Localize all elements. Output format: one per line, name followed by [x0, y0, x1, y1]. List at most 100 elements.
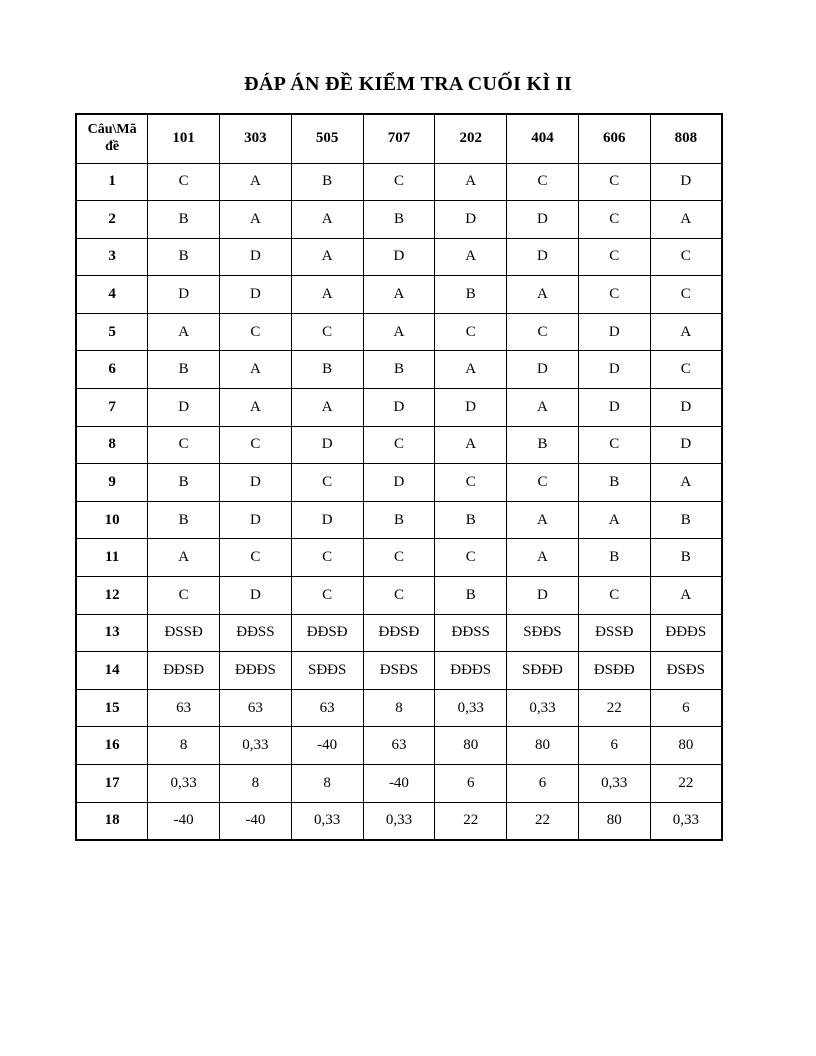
answer-cell: 80 [649, 726, 723, 765]
question-number: 9 [75, 463, 149, 502]
question-number: 1 [75, 162, 149, 202]
answer-cell: C [506, 312, 579, 352]
answer-cell: C [362, 162, 436, 202]
answer-cell: -40 [362, 764, 436, 803]
answer-cell: C [649, 237, 723, 277]
answer-cell: C [219, 312, 292, 352]
answer-cell: 22 [577, 688, 651, 728]
answer-cell: A [649, 463, 723, 502]
answer-cell: C [649, 350, 723, 390]
answer-cell: C [434, 463, 508, 502]
answer-cell: C [577, 275, 651, 314]
answer-cell: B [649, 538, 723, 578]
answer-cell: ĐĐSĐ [147, 651, 221, 690]
answer-cell: B [577, 463, 651, 502]
question-number: 13 [75, 613, 149, 653]
table-row: 14 ĐĐSĐ ĐĐĐS SĐĐS ĐSĐS ĐĐĐS SĐĐĐ ĐSĐĐ ĐSĐS [75, 651, 723, 690]
answer-cell: C [147, 576, 221, 615]
answer-cell: C [577, 425, 651, 465]
question-number: 14 [75, 651, 149, 690]
answer-cell: ĐSĐĐ [577, 651, 651, 690]
answer-cell: 8 [219, 764, 292, 803]
exam-code-header: 202 [434, 113, 508, 164]
question-number: 18 [75, 801, 149, 841]
table-row: 16 8 0,33 -40 63 80 80 6 80 [75, 726, 723, 765]
answer-cell: C [290, 576, 364, 615]
answer-cell: 22 [506, 801, 579, 841]
answer-cell: A [649, 312, 723, 352]
answer-cell: 6 [649, 688, 723, 728]
answer-cell: 63 [362, 726, 436, 765]
answer-cell: C [506, 463, 579, 502]
answer-cell: B [290, 162, 364, 202]
question-number: 2 [75, 200, 149, 239]
answer-cell: D [649, 388, 723, 427]
answer-cell: B [362, 200, 436, 239]
answer-cell: 80 [506, 726, 579, 765]
answer-cell: 0,33 [434, 688, 508, 728]
answer-cell: B [434, 500, 508, 540]
answer-cell: A [649, 576, 723, 615]
answer-cell: 0,33 [219, 726, 292, 765]
answer-cell: 63 [290, 688, 364, 728]
question-number: 4 [75, 275, 149, 314]
answer-cell: ĐĐSS [434, 613, 508, 653]
answer-cell: 6 [577, 726, 651, 765]
answer-cell: C [362, 576, 436, 615]
answer-cell: B [577, 538, 651, 578]
answer-cell: 0,33 [649, 801, 723, 841]
answer-cell: ĐĐSĐ [290, 613, 364, 653]
answer-cell: C [434, 538, 508, 578]
answer-cell: B [362, 500, 436, 540]
exam-code-header: 505 [290, 113, 364, 164]
answer-cell: B [434, 275, 508, 314]
answer-cell: 8 [147, 726, 221, 765]
answer-cell: D [290, 425, 364, 465]
answer-cell: A [506, 538, 579, 578]
answer-cell: 80 [434, 726, 508, 765]
answer-cell: 0,33 [577, 764, 651, 803]
answer-cell: C [577, 162, 651, 202]
table-row: 17 0,33 8 8 -40 6 6 0,33 22 [75, 764, 723, 803]
answer-cell: D [290, 500, 364, 540]
table-header: Câu\Mã đề 101 303 505 707 202 404 606 808 [75, 113, 723, 164]
answer-cell: B [147, 200, 221, 239]
answer-cell: C [219, 538, 292, 578]
answer-cell: D [219, 463, 292, 502]
table-row: 10 B D D B B A A B [75, 500, 723, 540]
answer-cell: C [147, 162, 221, 202]
answer-cell: A [147, 312, 221, 352]
answer-cell: 0,33 [290, 801, 364, 841]
answer-cell: 8 [290, 764, 364, 803]
answer-cell: D [219, 237, 292, 277]
answer-cell: B [434, 576, 508, 615]
answer-cell: ĐSĐS [649, 651, 723, 690]
answer-cell: C [434, 312, 508, 352]
answer-cell: D [649, 425, 723, 465]
answer-cell: 63 [219, 688, 292, 728]
answer-cell: D [649, 162, 723, 202]
question-number: 3 [75, 237, 149, 277]
answer-cell: SĐĐĐ [506, 651, 579, 690]
answer-cell: ĐĐĐS [219, 651, 292, 690]
answer-cell: 6 [506, 764, 579, 803]
answer-cell: B [649, 500, 723, 540]
answer-cell: -40 [290, 726, 364, 765]
answer-cell: A [434, 237, 508, 277]
answer-cell: B [147, 237, 221, 277]
question-number: 16 [75, 726, 149, 765]
answer-cell: 22 [649, 764, 723, 803]
table-row: 18 -40 -40 0,33 0,33 22 22 80 0,33 [75, 801, 723, 841]
answer-cell: D [434, 388, 508, 427]
answer-cell: ĐSSĐ [577, 613, 651, 653]
answer-cell: D [362, 463, 436, 502]
answer-cell: 80 [577, 801, 651, 841]
answer-cell: A [290, 275, 364, 314]
